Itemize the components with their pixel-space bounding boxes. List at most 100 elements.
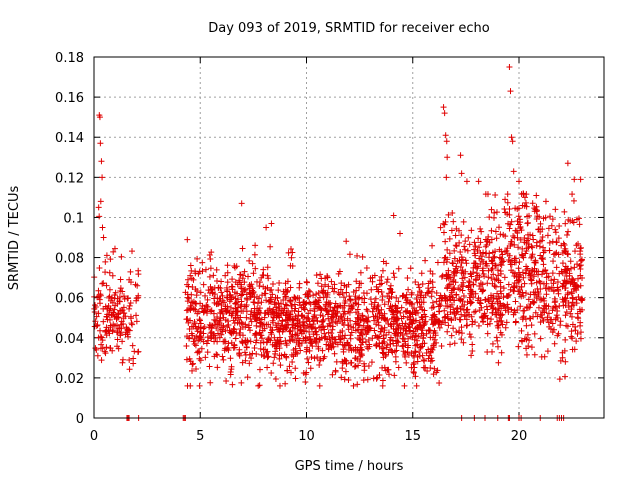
data-point [119, 338, 126, 345]
data-point [208, 286, 215, 293]
data-point [459, 275, 466, 282]
data-point [288, 254, 295, 261]
data-point [484, 306, 491, 313]
data-point [346, 293, 353, 300]
data-point [509, 138, 516, 145]
data-point [356, 294, 363, 301]
data-point [398, 304, 405, 311]
data-point [514, 277, 521, 284]
data-point [363, 264, 370, 271]
data-point [248, 355, 255, 362]
data-point [269, 291, 276, 298]
data-point [537, 280, 544, 287]
data-point [418, 314, 425, 321]
data-point [475, 235, 482, 242]
data-point [381, 316, 388, 323]
data-point [131, 348, 138, 355]
data-point [121, 295, 128, 302]
data-point [575, 315, 582, 322]
data-point [423, 330, 430, 337]
data-point [379, 382, 386, 389]
data-point [102, 328, 109, 335]
data-point [201, 324, 208, 331]
data-point [443, 174, 450, 181]
data-point [445, 267, 452, 274]
data-point [429, 242, 436, 249]
data-point [224, 323, 231, 330]
data-point [263, 321, 270, 328]
data-point [511, 272, 518, 279]
data-point [484, 348, 491, 355]
data-point [256, 329, 263, 336]
data-point [392, 358, 399, 365]
data-point [200, 281, 207, 288]
data-point [507, 243, 514, 250]
data-point [421, 307, 428, 314]
data-point [466, 279, 473, 286]
data-point [304, 292, 311, 299]
data-point [511, 257, 518, 264]
data-point [404, 275, 411, 282]
data-point [301, 306, 308, 313]
data-point [352, 293, 359, 300]
data-point [463, 307, 470, 314]
data-point [470, 260, 477, 267]
data-point [270, 314, 277, 321]
data-point [440, 104, 447, 111]
data-point [275, 287, 282, 294]
data-point [466, 278, 473, 285]
data-point [494, 343, 501, 350]
data-point [521, 194, 528, 201]
data-point [477, 297, 484, 304]
data-point [444, 328, 451, 335]
data-point [504, 191, 511, 198]
data-point [497, 329, 504, 336]
data-point [528, 322, 535, 329]
data-point [207, 379, 214, 386]
data-point [554, 279, 561, 286]
data-point [471, 239, 478, 246]
data-point [182, 289, 189, 296]
data-point [378, 306, 385, 313]
data-point [246, 360, 253, 367]
data-point [315, 345, 322, 352]
data-point [414, 291, 421, 298]
data-point [208, 249, 215, 256]
data-point [323, 307, 330, 314]
data-point [495, 324, 502, 331]
data-point [368, 359, 375, 366]
data-point [357, 269, 364, 276]
data-point [498, 317, 505, 324]
data-point [251, 299, 258, 306]
data-point [471, 309, 478, 316]
data-point [550, 280, 557, 287]
data-point [99, 337, 106, 344]
data-point [468, 273, 475, 280]
data-point [547, 325, 554, 332]
data-point [474, 272, 481, 279]
data-point [503, 247, 510, 254]
data-point [306, 321, 313, 328]
data-point [256, 382, 263, 389]
data-point [216, 319, 223, 326]
data-point [333, 304, 340, 311]
data-point [403, 291, 410, 298]
data-point [476, 282, 483, 289]
data-point [211, 295, 218, 302]
data-point [319, 318, 326, 325]
data-point [552, 206, 559, 213]
data-point [529, 267, 536, 274]
data-point [529, 251, 536, 258]
data-point [256, 305, 263, 312]
data-point [224, 269, 231, 276]
data-point [193, 366, 200, 373]
data-point [578, 306, 585, 313]
data-point [510, 311, 517, 318]
data-point [570, 197, 577, 204]
data-point [277, 362, 284, 369]
data-point [519, 245, 526, 252]
data-point [545, 310, 552, 317]
data-point [436, 324, 443, 331]
data-point [551, 276, 558, 283]
data-point [460, 283, 467, 290]
